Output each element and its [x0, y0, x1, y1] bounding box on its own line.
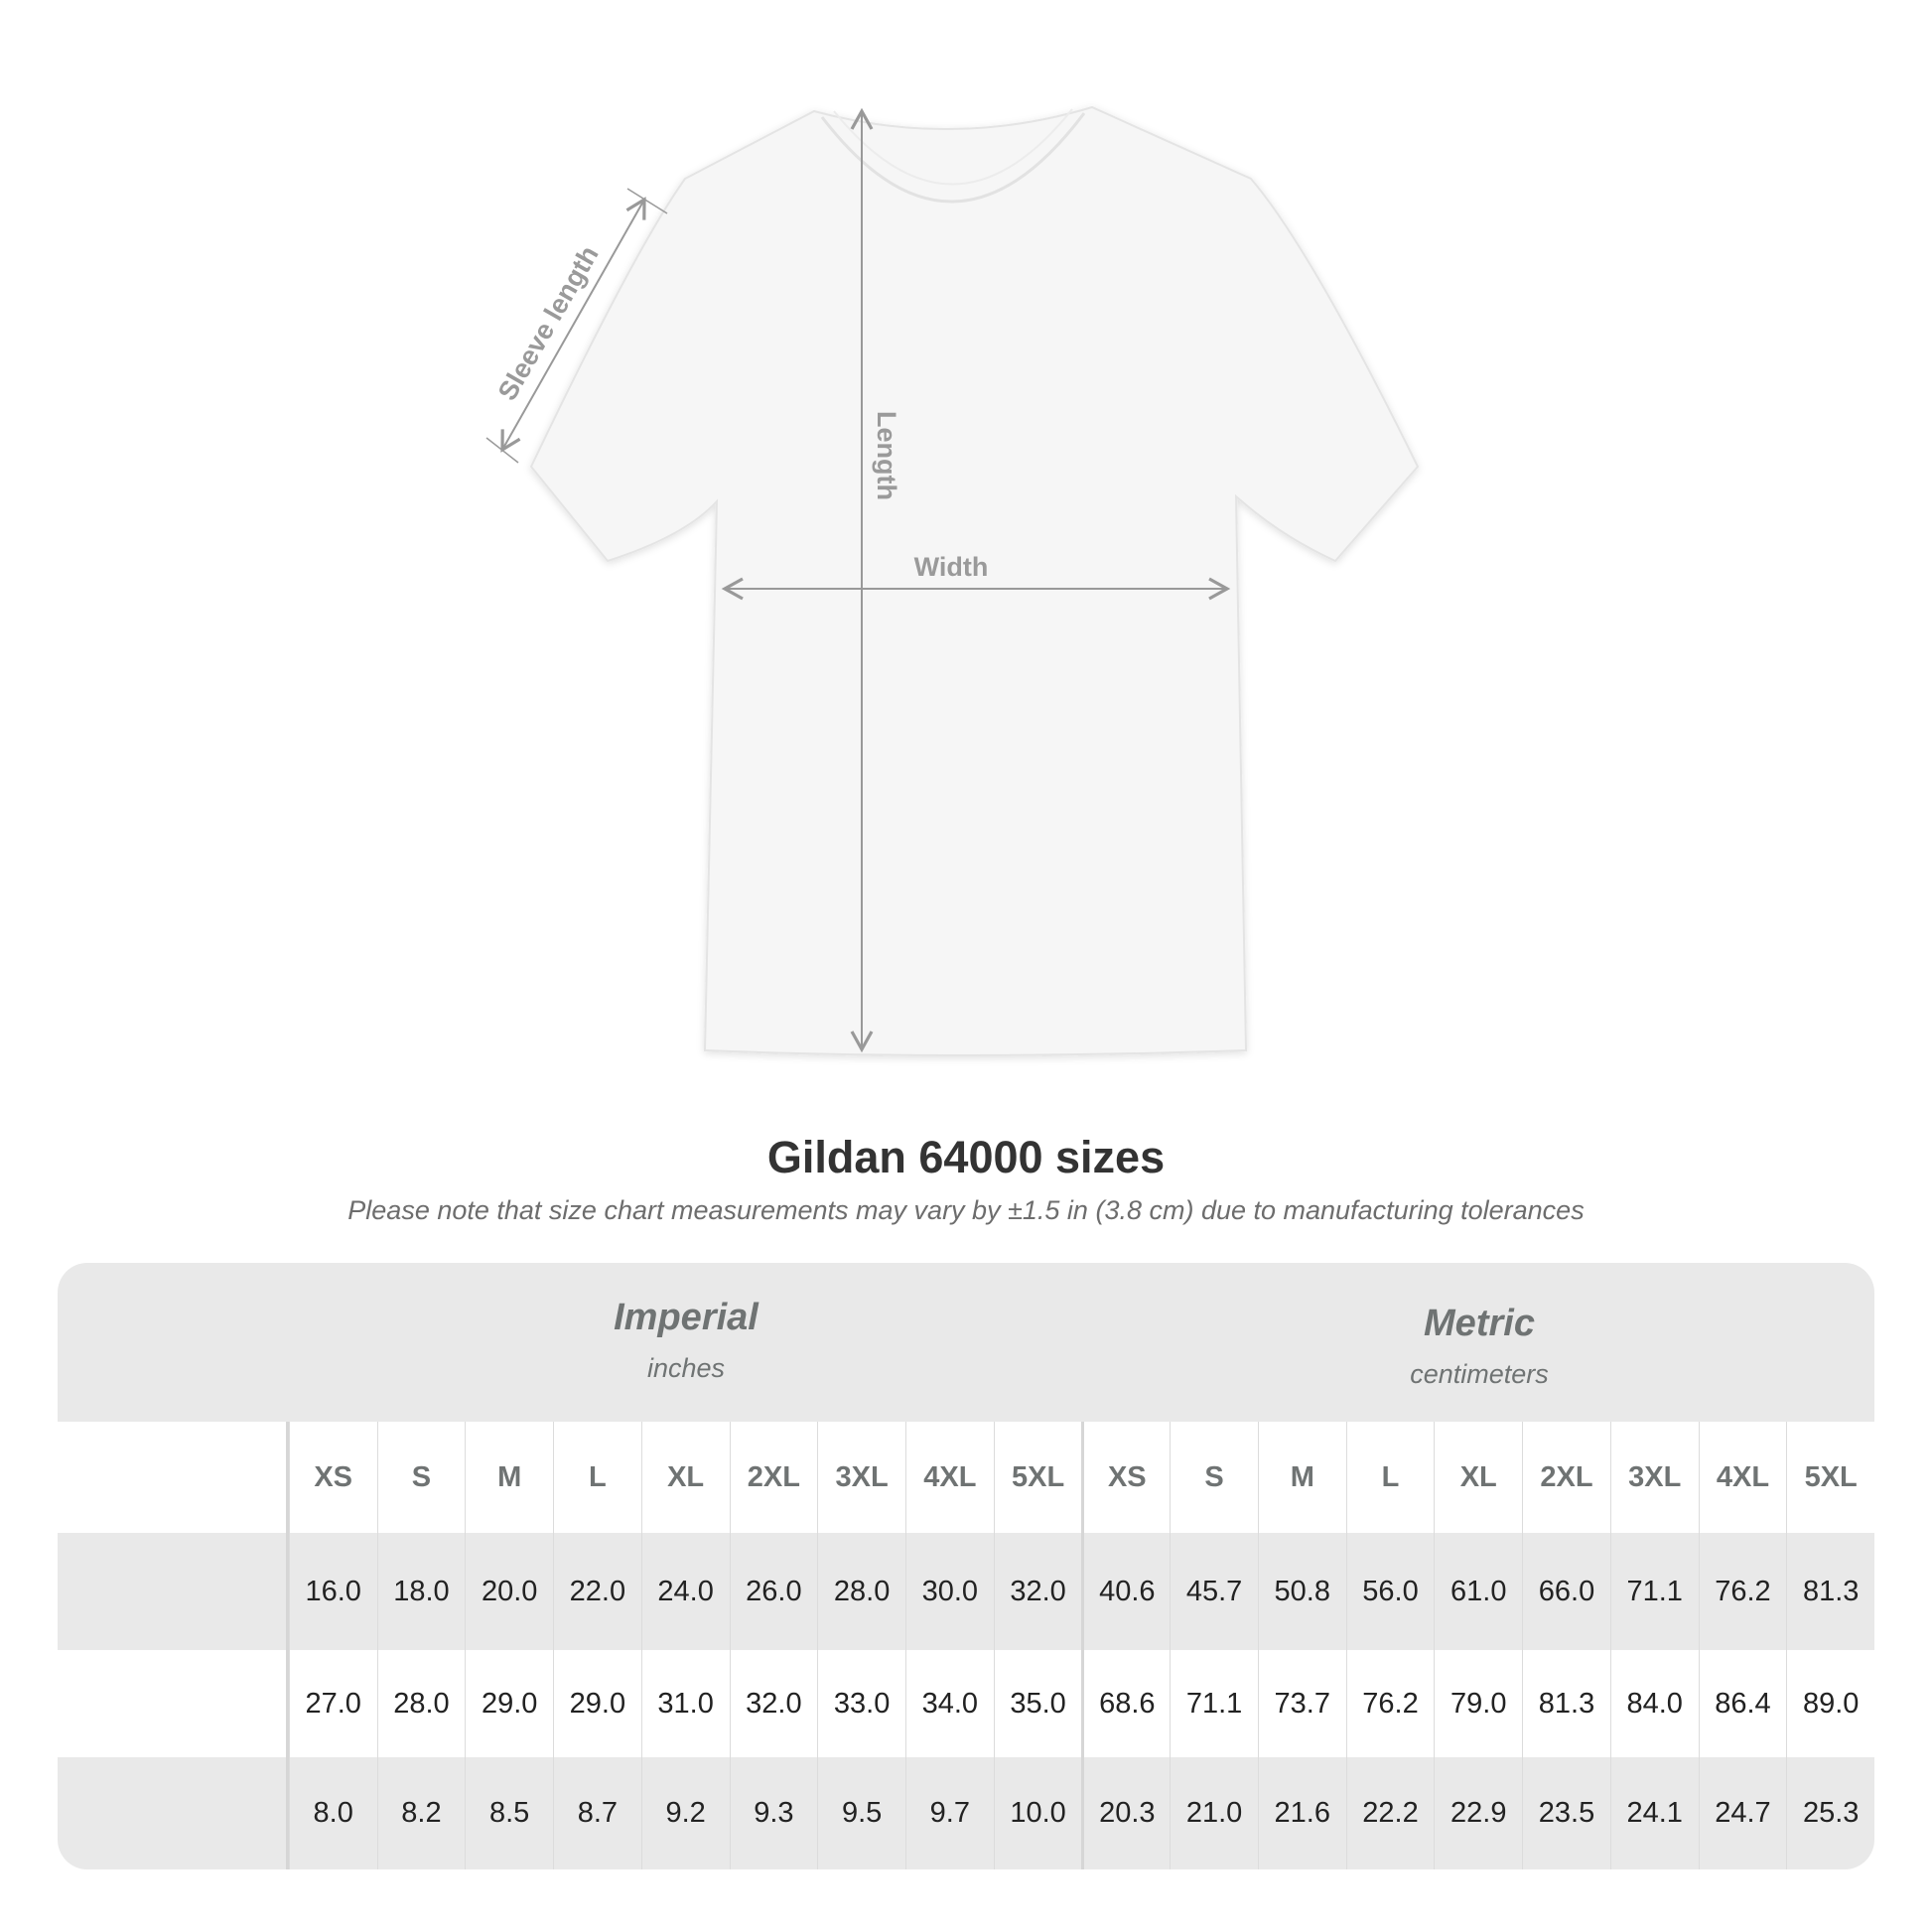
table-row: 27.0 28.0 29.0 29.0 31.0 32.0 33.0 34.0 35.0 68.6… — [58, 1650, 1874, 1757]
table-cell: 8.2 — [376, 1757, 466, 1869]
row-label — [58, 1422, 289, 1533]
table-cell: 81.3 — [1786, 1533, 1874, 1650]
table-cell: 22.9 — [1434, 1757, 1522, 1869]
table-cell: 22.0 — [553, 1533, 641, 1650]
row-label — [58, 1757, 289, 1869]
table-cell: 84.0 — [1609, 1650, 1699, 1757]
size-header: 3XL — [817, 1422, 905, 1533]
table-cell: 61.0 — [1434, 1533, 1522, 1650]
table-cell: 28.0 — [376, 1650, 466, 1757]
size-header: 3XL — [1609, 1422, 1699, 1533]
table-cell: 22.2 — [1345, 1757, 1435, 1869]
table-cell: 68.6 — [1081, 1650, 1170, 1757]
table-cell: 71.1 — [1609, 1533, 1699, 1650]
imperial-header: Imperial inches — [614, 1297, 759, 1383]
table-cell: 76.2 — [1698, 1533, 1787, 1650]
table-cell: 18.0 — [376, 1533, 466, 1650]
table-cell: 86.4 — [1698, 1650, 1787, 1757]
row-label — [58, 1533, 289, 1650]
size-header: M — [465, 1422, 553, 1533]
table-cell: 20.0 — [465, 1533, 553, 1650]
size-header: 5XL — [1786, 1422, 1874, 1533]
table-cell: 34.0 — [904, 1650, 994, 1757]
table-cell: 24.7 — [1698, 1757, 1787, 1869]
table-cell: 56.0 — [1345, 1533, 1435, 1650]
table-cell: 81.3 — [1522, 1650, 1610, 1757]
table-cell: 9.2 — [640, 1757, 730, 1869]
table-cell: 29.0 — [553, 1650, 641, 1757]
size-header: S — [376, 1422, 466, 1533]
table-cell: 26.0 — [729, 1533, 818, 1650]
size-header: 4XL — [904, 1422, 994, 1533]
table-cell: 33.0 — [817, 1650, 905, 1757]
size-header: L — [553, 1422, 641, 1533]
table-cell: 23.5 — [1522, 1757, 1610, 1869]
table-cell: 21.6 — [1257, 1757, 1346, 1869]
table-cell: 35.0 — [993, 1650, 1082, 1757]
tshirt-diagram: Width Length Sleeve length — [485, 105, 1420, 1056]
size-header: XS — [1081, 1422, 1170, 1533]
table-cell: 27.0 — [288, 1650, 377, 1757]
table-row: 8.0 8.2 8.5 8.7 9.2 9.3 9.5 9.7 10.0 20.3 21.0 21.6… — [58, 1757, 1874, 1869]
length-label: Length — [872, 411, 901, 500]
row-label — [58, 1650, 289, 1757]
table-cell: 21.0 — [1170, 1757, 1258, 1869]
table-cell: 66.0 — [1522, 1533, 1610, 1650]
size-header: XS — [288, 1422, 377, 1533]
table-cell: 89.0 — [1786, 1650, 1874, 1757]
tolerance-note: Please note that size chart measurements… — [347, 1195, 1585, 1225]
table-cell: 16.0 — [288, 1533, 377, 1650]
size-header: M — [1257, 1422, 1346, 1533]
size-header: 2XL — [1522, 1422, 1610, 1533]
table-cell: 29.0 — [465, 1650, 553, 1757]
table-cell: 71.1 — [1170, 1650, 1258, 1757]
table-cell: 24.0 — [640, 1533, 730, 1650]
table-cell: 10.0 — [993, 1757, 1082, 1869]
table-cell: 50.8 — [1257, 1533, 1346, 1650]
size-header: 2XL — [729, 1422, 818, 1533]
table-cell: 25.3 — [1786, 1757, 1874, 1869]
size-table: Imperial inches Metric centimeters XS S M L… — [58, 1263, 1874, 1869]
size-header: 5XL — [993, 1422, 1082, 1533]
size-header: XL — [1434, 1422, 1522, 1533]
table-cell: 45.7 — [1170, 1533, 1258, 1650]
width-label: Width — [914, 552, 989, 582]
table-cell: 76.2 — [1345, 1650, 1435, 1757]
metric-header: Metric centimeters — [1410, 1303, 1549, 1389]
table-cell: 79.0 — [1434, 1650, 1522, 1757]
table-cell: 32.0 — [993, 1533, 1082, 1650]
sleeve-arrow — [500, 197, 646, 453]
table-cell: 9.3 — [729, 1757, 818, 1869]
size-header-row: XS S M L XL 2XL 3XL 4XL 5XL XS S M L XL 2XL 3XL 4XL 5XL — [58, 1422, 1874, 1533]
units-header: Imperial inches Metric centimeters — [58, 1263, 1874, 1422]
table-row: 16.0 18.0 20.0 22.0 24.0 26.0 28.0 30.0 32.0 40.6… — [58, 1533, 1874, 1650]
table-cell: 40.6 — [1081, 1533, 1170, 1650]
table-cell: 9.5 — [817, 1757, 905, 1869]
table-cell: 30.0 — [904, 1533, 994, 1650]
size-header: XL — [640, 1422, 730, 1533]
size-header: L — [1345, 1422, 1435, 1533]
page-title: Gildan 64000 sizes — [766, 1132, 1166, 1182]
size-header: S — [1170, 1422, 1258, 1533]
table-cell: 8.7 — [553, 1757, 641, 1869]
size-header: 4XL — [1698, 1422, 1787, 1533]
table-cell: 8.0 — [288, 1757, 377, 1869]
table-cell: 28.0 — [817, 1533, 905, 1650]
table-cell: 20.3 — [1081, 1757, 1170, 1869]
table-cell: 8.5 — [465, 1757, 553, 1869]
table-cell: 32.0 — [729, 1650, 818, 1757]
table-cell: 24.1 — [1609, 1757, 1699, 1869]
table-cell: 31.0 — [640, 1650, 730, 1757]
table-cell: 9.7 — [904, 1757, 994, 1869]
table-cell: 73.7 — [1257, 1650, 1346, 1757]
